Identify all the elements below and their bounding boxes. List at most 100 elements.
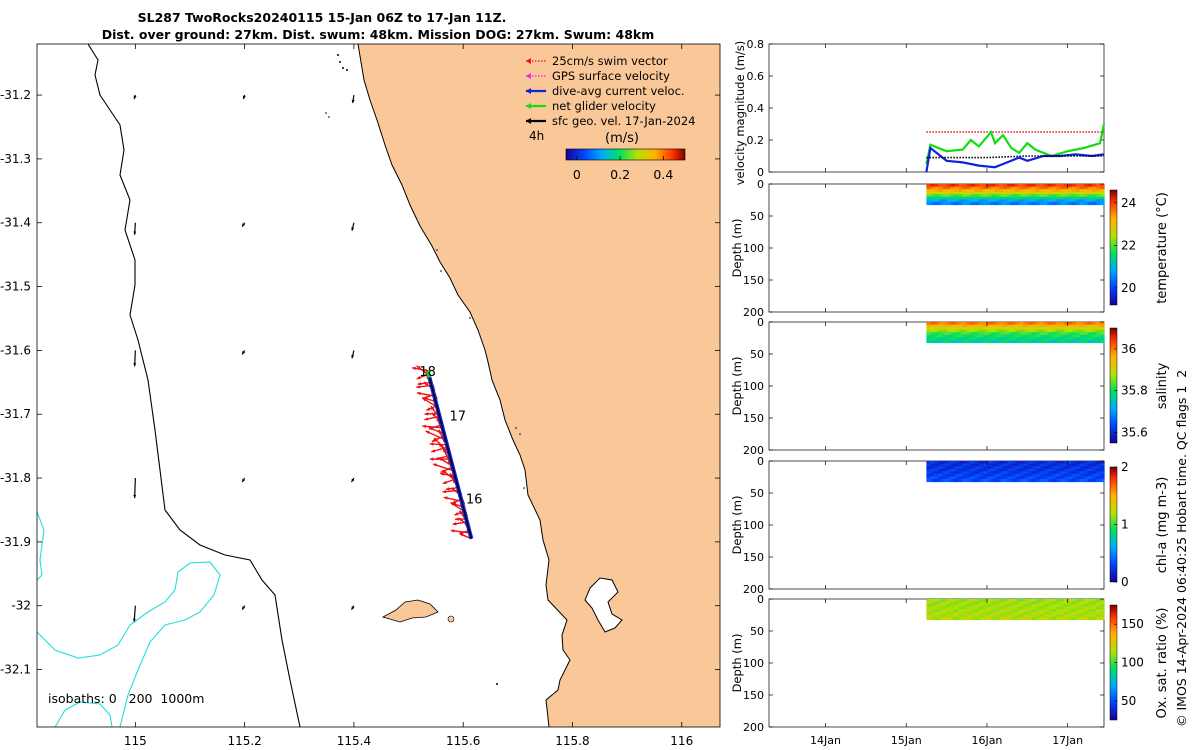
heatmap-cell [946, 476, 952, 480]
heatmap-cell [942, 614, 948, 618]
legend-entry: GPS surface velocity [526, 69, 670, 83]
heatmap-cell [999, 463, 1004, 467]
heatmap-cell [1083, 461, 1089, 465]
heatmap-cell [1019, 471, 1024, 475]
map-y-ticks: -31.2-31.3-31.4-31.5-31.6-31.7-31.8-31.9… [0, 88, 720, 677]
heatmap-cell [1011, 199, 1016, 203]
heatmap-cell [950, 334, 956, 338]
heatmap-cell [1011, 201, 1016, 206]
heatmap-cell [1067, 606, 1073, 610]
heatmap-cell [1015, 609, 1020, 613]
depth-tick-label: 0 [757, 455, 764, 468]
heatmap-cell [1027, 327, 1032, 331]
heatmap-cell [1039, 334, 1044, 338]
heatmap-cell [1083, 322, 1089, 326]
heatmap-cell [1043, 614, 1049, 618]
heatmap-cell [974, 473, 980, 477]
heatmap-cell [1023, 184, 1028, 188]
heatmap-cell [954, 334, 960, 338]
heatmap-cell [1095, 476, 1101, 480]
heatmap-cell [1091, 478, 1097, 483]
heatmap-cell [995, 322, 1000, 326]
heatmap-cell [995, 327, 1000, 331]
map-y-tick-label: -32.1 [0, 663, 31, 677]
heatmap-cell [974, 466, 980, 470]
heatmap-cell [1019, 611, 1024, 615]
heatmap-cell [1043, 601, 1049, 605]
sfc-current-arrow [351, 350, 355, 359]
heatmap-cell [1043, 606, 1049, 610]
heatmap-cell [950, 468, 956, 472]
heatmap-cell [974, 599, 980, 603]
heatmap-cell [1027, 601, 1032, 605]
heatmap-cell [1035, 191, 1040, 195]
heatmap-cell [938, 194, 944, 198]
heatmap-cell [942, 606, 948, 610]
heatmap-cell [1059, 478, 1065, 483]
heatmap-cell [930, 191, 935, 195]
heatmap-cell [1039, 322, 1044, 326]
heatmap-cell [1031, 327, 1036, 331]
heatmap-cell [1087, 461, 1093, 465]
heatmap-cell [978, 196, 984, 200]
heatmap-cell [966, 614, 972, 618]
heatmap-cell [954, 614, 960, 618]
heatmap-cell [1067, 473, 1073, 477]
heatmap-cell [938, 466, 944, 470]
heatmap-cell [1007, 476, 1012, 480]
map-y-tick-label: -31.2 [0, 88, 31, 102]
heatmap-cell [978, 604, 984, 608]
heatmap-cell [991, 604, 996, 608]
heatmap-cell [1003, 186, 1008, 190]
heatmap-cell [942, 191, 948, 195]
heatmap-cell [999, 334, 1004, 338]
heatmap-cell [934, 473, 940, 477]
heatmap-cell [938, 461, 944, 465]
heatmap-cell [1039, 471, 1044, 475]
heatmap-cells [926, 322, 1105, 344]
heatmap-cell [1027, 463, 1032, 467]
heatmap-cell [987, 334, 992, 338]
heatmap-cell [1100, 324, 1105, 328]
heatmap-cell [995, 466, 1000, 470]
heatmap-cell [1055, 337, 1061, 341]
swim-vector [450, 529, 471, 534]
heatmap-cell [1047, 186, 1053, 190]
heatmap-cell [938, 473, 944, 477]
heatmap-cell [1063, 196, 1069, 200]
depth-tick-label: 50 [750, 625, 764, 638]
heatmap-cell [930, 324, 935, 328]
heatmap-cell [946, 337, 952, 341]
heatmap-cell [1087, 616, 1093, 621]
heatmap-cell [942, 471, 948, 475]
swim-vector [434, 455, 448, 461]
heatmap-cell [1031, 604, 1036, 608]
heatmap-cell [978, 194, 984, 198]
heatmap-cell [1059, 199, 1065, 203]
heatmap-cell [991, 616, 996, 621]
heatmap-cell [982, 601, 988, 605]
heatmap-cell [995, 601, 1000, 605]
heatmap-cell [1031, 324, 1036, 328]
heatmap-cell [934, 329, 940, 333]
heatmap-cell [930, 329, 935, 333]
heatmap-cell [982, 606, 988, 610]
heatmap-cell [1019, 201, 1024, 206]
heatmap-cell [1083, 184, 1089, 188]
heatmap-cell [946, 339, 952, 344]
heatmap-cell [1100, 609, 1105, 613]
heatmap-cell [1019, 478, 1024, 483]
colorbar [1109, 327, 1118, 444]
day-label: 16 [466, 493, 483, 508]
heatmap-cell [1051, 329, 1057, 333]
heatmap-cell [966, 337, 972, 341]
variable-label: temperature (°C) [1155, 192, 1170, 304]
heatmap-cell [1031, 196, 1036, 200]
heatmap-cell [946, 191, 952, 195]
heatmap-cell [970, 201, 976, 206]
heatmap-cell [966, 189, 972, 193]
heatmap-cell [934, 196, 940, 200]
sfc-current-arrow [351, 94, 355, 104]
heatmap-cell [1039, 463, 1044, 467]
heatmap-cell [1071, 614, 1077, 618]
